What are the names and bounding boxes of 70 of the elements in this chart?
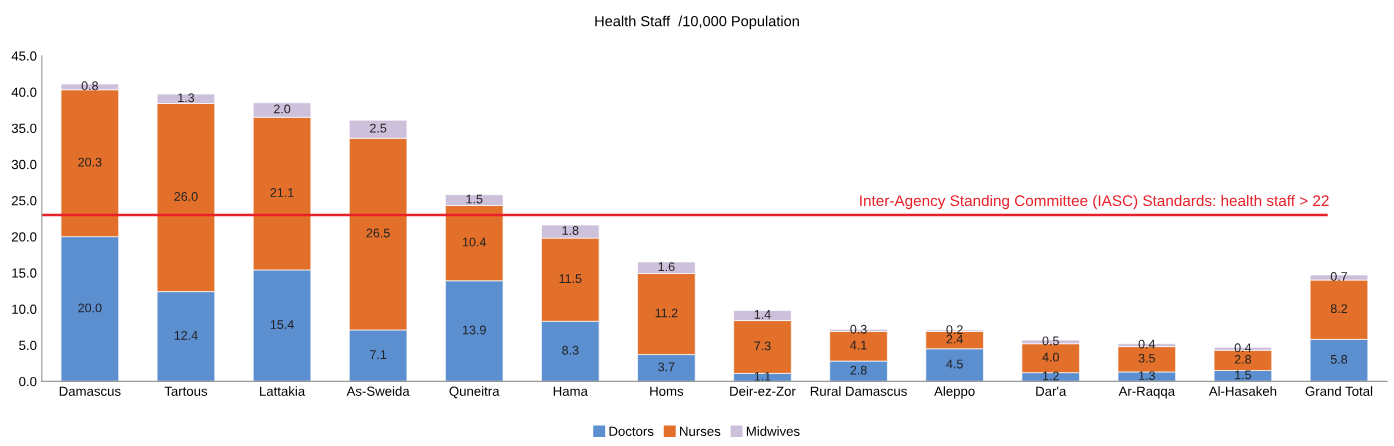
x-tick-label: Al-Hasakeh <box>1208 386 1277 396</box>
y-tick-label: 40.0 <box>11 87 37 97</box>
data-label: 2.0 <box>273 104 291 114</box>
y-tick-label: 10.0 <box>12 304 37 314</box>
data-label: 1.3 <box>178 93 195 103</box>
y-tick-label: 15.0 <box>12 268 37 278</box>
legend-label: Nurses <box>680 426 721 436</box>
y-tick-label: 45.0 <box>11 51 37 61</box>
x-tick-label: Damascus <box>59 386 121 396</box>
legend-label: Doctors <box>609 426 654 436</box>
x-tick-label: Ar-Raqqa <box>1118 386 1176 399</box>
data-label: 15.4 <box>270 320 294 329</box>
legend-label: Midwives <box>746 426 800 436</box>
data-label: 2.5 <box>370 123 387 133</box>
x-tick-label: Aleppo <box>934 386 975 399</box>
data-label: 1.8 <box>562 226 579 235</box>
data-label: 8.2 <box>1330 304 1348 314</box>
x-tick-label: Lattakia <box>260 386 306 396</box>
data-label: 1.4 <box>754 310 771 319</box>
x-tick-label: As-Sweida <box>346 386 410 396</box>
ref-line-label: Inter-Agency Standing Committee (IASC) Standards: health staff > 22 <box>860 194 1329 210</box>
data-label: 10.4 <box>463 237 487 247</box>
data-label: 11.2 <box>655 308 678 318</box>
data-label: 7.1 <box>370 350 387 359</box>
x-tick-label: Hama <box>553 386 588 396</box>
data-label: 0.4 <box>1234 343 1252 353</box>
chart-title: Health Staff /10,000 Population <box>595 15 799 30</box>
data-label: 1.5 <box>1235 370 1252 380</box>
data-label: 11.5 <box>559 274 582 284</box>
y-tick-label: 20.0 <box>11 232 37 242</box>
x-tick-label: Dar'a <box>1036 386 1067 396</box>
data-label: 12.4 <box>174 330 198 340</box>
data-label: 1.3 <box>1139 371 1155 380</box>
x-tick-label: Quneitra <box>449 386 500 399</box>
data-label: 4.1 <box>850 340 867 350</box>
x-tick-label: Grand Total <box>1305 386 1373 396</box>
y-tick-label: 35.0 <box>11 123 37 134</box>
data-label: 26.0 <box>174 192 198 201</box>
data-label: 1.6 <box>658 262 675 272</box>
data-label: 4.0 <box>1042 352 1059 362</box>
y-tick-label: 25.0 <box>11 196 37 206</box>
data-label: 3.7 <box>658 362 675 372</box>
data-label: 4.5 <box>946 359 963 369</box>
x-tick-label: Homs <box>650 386 684 396</box>
data-label: 20.0 <box>78 303 102 313</box>
x-tick-label: Tartous <box>164 386 208 396</box>
x-tick-label: Rural Damascus <box>810 386 907 396</box>
data-label: 7.3 <box>754 341 771 351</box>
data-label: 0.4 <box>1138 339 1156 349</box>
data-label: 20.3 <box>78 157 102 167</box>
data-label: 21.1 <box>270 188 294 197</box>
y-tick-label: 0.0 <box>19 376 37 387</box>
data-label: 2.8 <box>850 365 867 375</box>
x-tick-label: Deir-ez-Zor <box>730 386 796 396</box>
data-label: 2.8 <box>1234 354 1252 364</box>
data-label: 0.7 <box>1330 272 1348 281</box>
data-label: 3.5 <box>1138 353 1155 363</box>
data-label: 1.1 <box>754 371 771 381</box>
data-label: 5.8 <box>1330 354 1348 364</box>
data-label: 0.8 <box>81 81 99 91</box>
data-label: 2.4 <box>946 334 963 344</box>
data-label: 0.5 <box>1042 336 1059 346</box>
data-label: 13.9 <box>463 325 486 335</box>
data-label: 8.3 <box>562 345 579 355</box>
data-label: 0.3 <box>850 324 867 334</box>
y-tick-label: 30.0 <box>11 159 37 170</box>
data-label: 1.2 <box>1042 371 1059 381</box>
data-label: 26.5 <box>366 228 390 238</box>
data-label: 1.5 <box>466 194 483 204</box>
y-tick-label: 5.0 <box>19 340 37 351</box>
